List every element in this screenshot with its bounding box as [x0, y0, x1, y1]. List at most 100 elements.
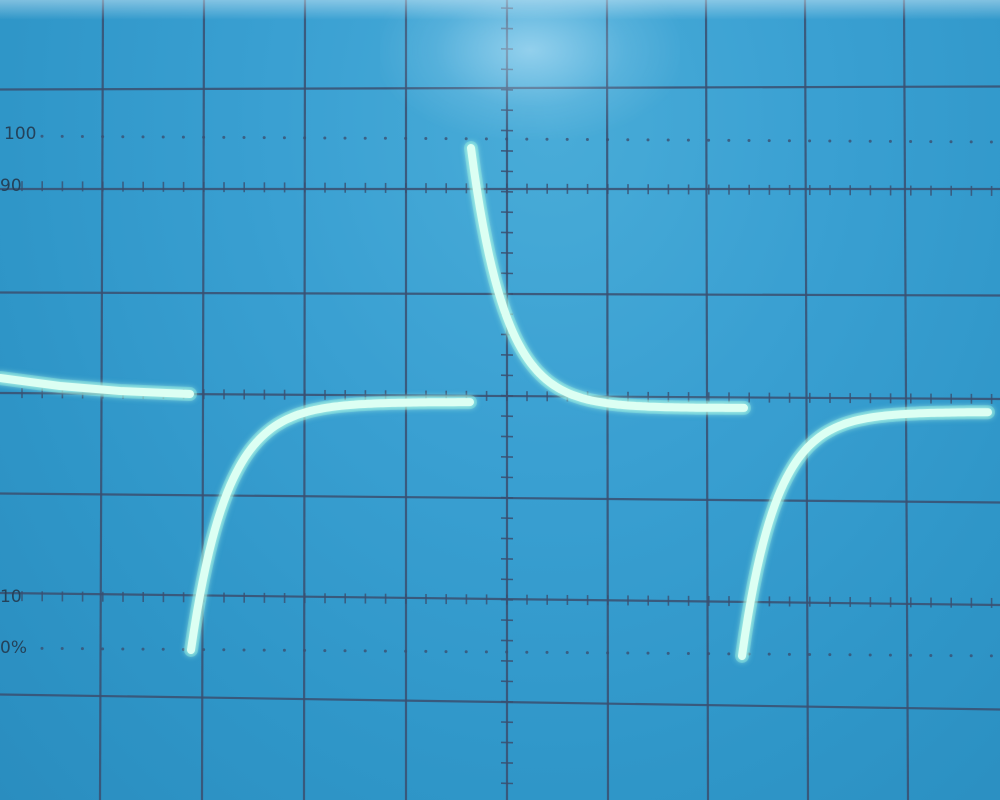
- reference-level-dots: [40, 134, 993, 658]
- reference-dot: [585, 138, 589, 142]
- reference-dot: [525, 137, 529, 141]
- reference-dot: [626, 651, 630, 655]
- reference-dot: [303, 648, 307, 652]
- reference-dot: [686, 138, 690, 142]
- reference-dot: [929, 653, 933, 657]
- reference-dot: [363, 649, 367, 653]
- reference-dot: [141, 647, 145, 651]
- reference-dot: [888, 653, 892, 657]
- waveform-segment: [738, 408, 992, 660]
- reference-dot: [565, 651, 569, 655]
- reference-dot: [161, 647, 165, 651]
- reference-dot: [303, 136, 307, 140]
- reference-dot: [505, 137, 509, 141]
- reference-dot: [909, 653, 913, 657]
- reference-dot: [585, 651, 589, 655]
- graticule-horizontal-line: [0, 492, 1000, 504]
- reference-dot: [606, 651, 610, 655]
- reference-dot: [949, 654, 953, 658]
- reference-dot: [383, 136, 387, 140]
- reference-dot: [121, 135, 125, 139]
- reference-dot: [101, 135, 105, 139]
- reference-dot: [363, 136, 367, 140]
- reference-dot: [343, 136, 347, 140]
- waveform-segment: [187, 398, 474, 654]
- reference-dot: [707, 652, 711, 656]
- reference-dot: [161, 135, 165, 139]
- level-label-0: 0%: [0, 638, 27, 658]
- reference-dot: [848, 653, 852, 657]
- level-label-90: 90: [0, 176, 22, 196]
- reference-dot: [707, 138, 711, 142]
- reference-dot: [323, 649, 327, 653]
- reference-dot: [424, 649, 428, 653]
- level-label-10: 10: [0, 587, 22, 607]
- reference-dot: [868, 139, 872, 143]
- reference-dot: [424, 137, 428, 141]
- reference-dot: [202, 648, 206, 652]
- reference-dot: [121, 647, 125, 651]
- graticule-horizontal-line: [0, 693, 1000, 711]
- reference-dot: [828, 139, 832, 143]
- reference-dot: [404, 649, 408, 653]
- reference-dot: [646, 651, 650, 655]
- reference-dot: [40, 134, 44, 138]
- waveform-segment: [0, 374, 194, 398]
- reference-dot: [242, 135, 246, 139]
- reference-dot: [666, 138, 670, 142]
- reference-dot: [222, 648, 226, 652]
- reference-dot: [202, 135, 206, 139]
- waveform-glow-segment: [184, 395, 477, 657]
- reference-dot: [141, 135, 145, 139]
- reference-dot: [545, 650, 549, 654]
- reference-dot: [666, 651, 670, 655]
- reference-dot: [565, 137, 569, 141]
- reference-dot: [909, 139, 913, 143]
- reference-dot: [242, 648, 246, 652]
- reference-dot: [222, 135, 226, 139]
- reference-dot: [444, 137, 448, 141]
- graticule-vertical-line: [902, 0, 910, 800]
- graticule-horizontal-line: [0, 591, 1000, 607]
- reference-dot: [606, 138, 610, 142]
- reference-dot: [767, 139, 771, 143]
- reference-dot: [383, 649, 387, 653]
- reference-dot: [989, 654, 993, 658]
- reference-dot: [484, 650, 488, 654]
- reference-dot: [323, 136, 327, 140]
- reference-dot: [767, 652, 771, 656]
- reference-dot: [969, 654, 973, 658]
- level-label-100: 100: [4, 124, 37, 144]
- reference-dot: [484, 137, 488, 141]
- reference-dot: [808, 139, 812, 143]
- reference-dot: [101, 647, 105, 651]
- reference-dot: [848, 139, 852, 143]
- reference-dot: [525, 650, 529, 654]
- graticule-horizontal-line: [0, 85, 1000, 91]
- reference-dot: [545, 137, 549, 141]
- reference-dot: [787, 139, 791, 143]
- reference-dot: [505, 650, 509, 654]
- reference-dot: [787, 652, 791, 656]
- reference-dot: [80, 134, 84, 138]
- reference-dot: [646, 138, 650, 142]
- reference-dot: [727, 652, 731, 656]
- reference-dot: [60, 134, 64, 138]
- reference-dot: [828, 653, 832, 657]
- reference-dot: [404, 136, 408, 140]
- reference-dot: [808, 652, 812, 656]
- reference-dot: [747, 138, 751, 142]
- reference-dot: [343, 649, 347, 653]
- reference-dot: [282, 648, 286, 652]
- waveform-trace: [0, 141, 995, 663]
- reference-dot: [888, 139, 892, 143]
- reference-dot: [989, 140, 993, 144]
- reference-dot: [464, 650, 468, 654]
- reference-dot: [444, 650, 448, 654]
- reference-dot: [949, 140, 953, 144]
- reference-dot: [40, 646, 44, 650]
- reference-dot: [868, 653, 872, 657]
- graticule-vertical-line: [803, 0, 810, 800]
